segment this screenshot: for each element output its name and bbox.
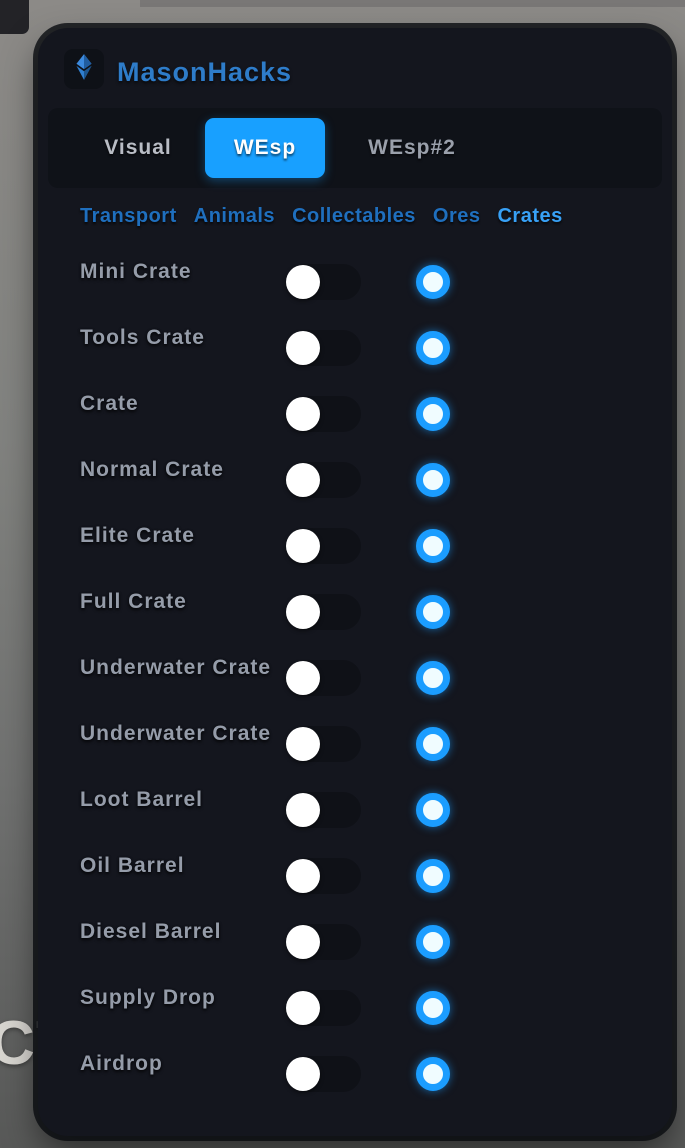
color-indicator[interactable] xyxy=(416,661,450,695)
toggle-knob xyxy=(286,859,320,893)
esp-toggle[interactable] xyxy=(286,792,361,828)
color-indicator[interactable] xyxy=(416,1057,450,1091)
color-indicator[interactable] xyxy=(416,331,450,365)
esp-row: Oil Barrel xyxy=(38,843,672,909)
color-indicator[interactable] xyxy=(416,265,450,299)
esp-row: Supply Drop xyxy=(38,975,672,1041)
esp-item-list: Mini Crate Tools Crate Crate Normal Crat… xyxy=(38,249,672,1107)
esp-row: Elite Crate xyxy=(38,513,672,579)
esp-row: Diesel Barrel xyxy=(38,909,672,975)
color-indicator[interactable] xyxy=(416,463,450,497)
toggle-knob xyxy=(286,529,320,563)
color-indicator[interactable] xyxy=(416,793,450,827)
color-indicator[interactable] xyxy=(416,925,450,959)
toggle-knob xyxy=(286,991,320,1025)
subtab-transport[interactable]: Transport xyxy=(80,205,177,227)
category-tab-bar: Transport Animals Collectables Ores Crates xyxy=(80,205,563,228)
subtab-crates[interactable]: Crates xyxy=(497,205,563,227)
esp-item-label: Loot Barrel xyxy=(80,788,204,811)
esp-toggle[interactable] xyxy=(286,462,361,498)
color-indicator[interactable] xyxy=(416,529,450,563)
main-tab-bar: Visual WEsp WEsp#2 xyxy=(48,108,662,188)
esp-toggle[interactable] xyxy=(286,726,361,762)
esp-item-label: Oil Barrel xyxy=(80,854,185,877)
esp-item-label: Elite Crate xyxy=(80,524,195,547)
toggle-knob xyxy=(286,793,320,827)
esp-toggle[interactable] xyxy=(286,924,361,960)
esp-item-label: Supply Drop xyxy=(80,986,216,1009)
app-title: MasonHacks xyxy=(117,57,293,87)
tab-wesp-2[interactable]: WEsp#2 xyxy=(368,136,456,159)
color-indicator[interactable] xyxy=(416,397,450,431)
toggle-knob xyxy=(286,727,320,761)
tab-wesp[interactable]: WEsp xyxy=(205,118,325,178)
color-indicator[interactable] xyxy=(416,595,450,629)
background-window-fragment xyxy=(0,0,29,34)
subtab-ores[interactable]: Ores xyxy=(432,205,481,227)
esp-row: Crate xyxy=(38,381,672,447)
tab-visual[interactable]: Visual xyxy=(104,136,172,159)
toggle-knob xyxy=(286,463,320,497)
esp-item-label: Full Crate xyxy=(80,590,187,613)
subtab-collectables[interactable]: Collectables xyxy=(292,205,416,227)
subtab-animals[interactable]: Animals xyxy=(193,205,276,227)
masonhacks-menu-panel: MasonHacks Visual WEsp WEsp#2 Transport Ani… xyxy=(38,28,672,1136)
esp-item-label: Normal Crate xyxy=(80,458,224,481)
esp-toggle[interactable] xyxy=(286,594,361,630)
esp-item-label: Crate xyxy=(80,392,139,415)
color-indicator[interactable] xyxy=(416,727,450,761)
esp-row: Underwater Crate xyxy=(38,711,672,777)
esp-row: Underwater Crate xyxy=(38,645,672,711)
toggle-knob xyxy=(286,331,320,365)
esp-toggle[interactable] xyxy=(286,528,361,564)
esp-toggle[interactable] xyxy=(286,858,361,894)
color-indicator[interactable] xyxy=(416,991,450,1025)
toggle-knob xyxy=(286,661,320,695)
toggle-knob xyxy=(286,397,320,431)
gem-icon xyxy=(71,53,97,86)
esp-toggle[interactable] xyxy=(286,264,361,300)
toggle-knob xyxy=(286,595,320,629)
esp-item-label: Underwater Crate xyxy=(80,722,272,745)
toggle-knob xyxy=(286,1057,320,1091)
toggle-knob xyxy=(286,925,320,959)
color-indicator[interactable] xyxy=(416,859,450,893)
toggle-knob xyxy=(286,265,320,299)
esp-row: Full Crate xyxy=(38,579,672,645)
esp-toggle[interactable] xyxy=(286,660,361,696)
background-artifact-strip xyxy=(140,0,685,7)
esp-item-label: Mini Crate xyxy=(80,260,192,283)
esp-row: Normal Crate xyxy=(38,447,672,513)
esp-row: Tools Crate xyxy=(38,315,672,381)
esp-toggle[interactable] xyxy=(286,990,361,1026)
esp-item-label: Diesel Barrel xyxy=(80,920,222,943)
esp-row: Mini Crate xyxy=(38,249,672,315)
esp-toggle[interactable] xyxy=(286,396,361,432)
esp-row: Loot Barrel xyxy=(38,777,672,843)
esp-item-label: Underwater Crate xyxy=(80,656,272,679)
esp-item-label: Airdrop xyxy=(80,1052,163,1075)
esp-item-label: Tools Crate xyxy=(80,326,205,349)
esp-toggle[interactable] xyxy=(286,1056,361,1092)
esp-row: Airdrop xyxy=(38,1041,672,1107)
esp-toggle[interactable] xyxy=(286,330,361,366)
app-logo xyxy=(64,49,104,89)
